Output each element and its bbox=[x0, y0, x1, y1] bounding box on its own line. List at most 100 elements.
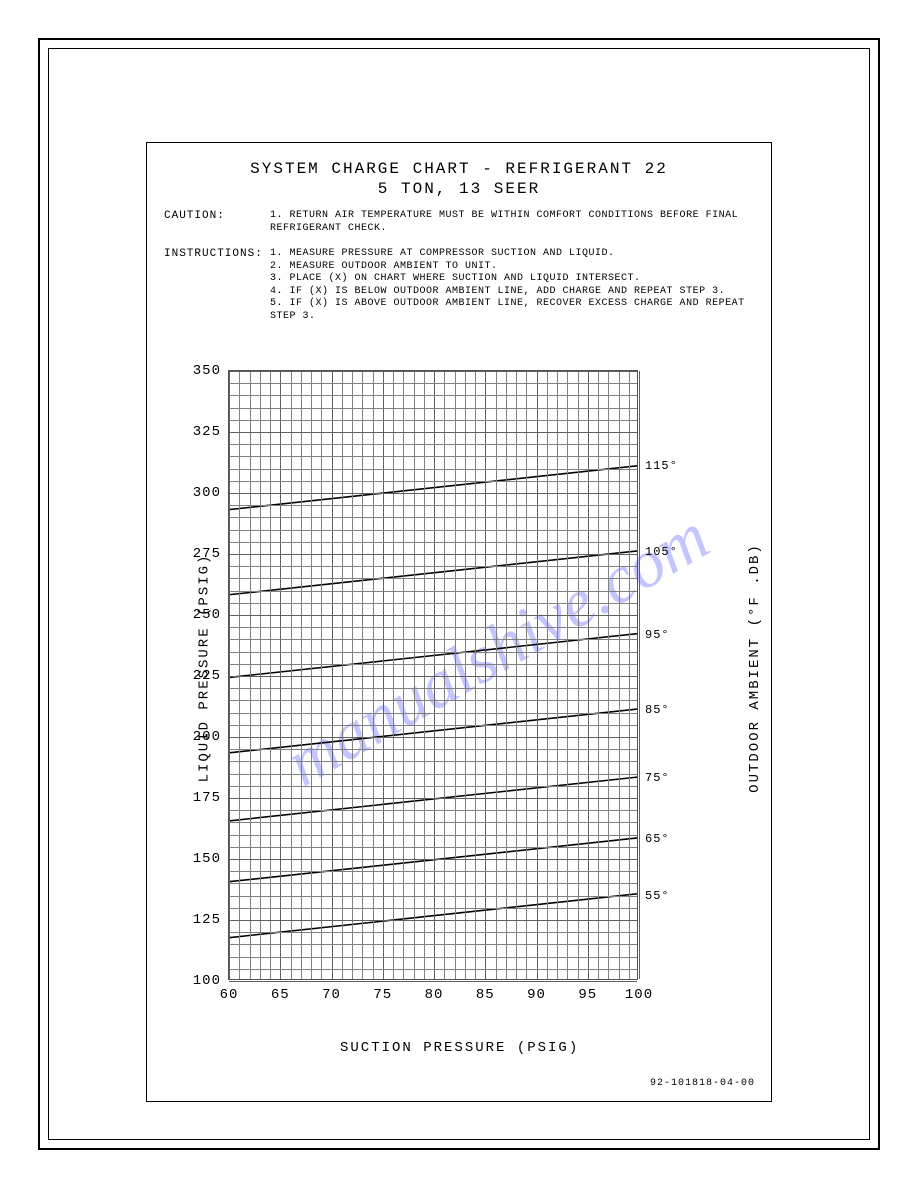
grid-hline-major bbox=[229, 859, 637, 860]
grid-hline-minor bbox=[229, 713, 637, 714]
grid-hline-minor bbox=[229, 810, 637, 811]
y-tick-label: 175 bbox=[193, 790, 221, 806]
instruction-line: 3. PLACE (X) ON CHART WHERE SUCTION AND … bbox=[270, 273, 760, 286]
chart-title-line1: SYSTEM CHARGE CHART - REFRIGERANT 22 bbox=[146, 160, 772, 178]
grid-hline-minor bbox=[229, 883, 637, 884]
grid-vline-minor bbox=[578, 371, 579, 979]
grid-hline-major bbox=[229, 432, 637, 433]
grid-hline-major bbox=[229, 920, 637, 921]
grid-vline-minor bbox=[362, 371, 363, 979]
grid-vline-major bbox=[280, 371, 281, 979]
grid-vline-minor bbox=[260, 371, 261, 979]
series-label: 75° bbox=[645, 771, 670, 785]
grid-hline-minor bbox=[229, 908, 637, 909]
x-tick-label: 80 bbox=[425, 987, 444, 1003]
grid-hline-minor bbox=[229, 822, 637, 823]
y-tick-label: 325 bbox=[193, 424, 221, 440]
grid-vline-minor bbox=[301, 371, 302, 979]
caution-line: 1. RETURN AIR TEMPERATURE MUST BE WITHIN… bbox=[270, 210, 740, 235]
grid-hline-minor bbox=[229, 395, 637, 396]
instruction-line: 5. IF (X) IS ABOVE OUTDOOR AMBIENT LINE,… bbox=[270, 298, 760, 323]
grid-hline-minor bbox=[229, 566, 637, 567]
instruction-line: 1. MEASURE PRESSURE AT COMPRESSOR SUCTIO… bbox=[270, 248, 760, 261]
series-label: 85° bbox=[645, 703, 670, 717]
instructions-heading: INSTRUCTIONS: bbox=[164, 248, 263, 260]
right-axis-label: OUTDOOR AMBIENT (°F .DB) bbox=[747, 543, 763, 793]
grid-hline-major bbox=[229, 615, 637, 616]
x-tick-label: 75 bbox=[373, 987, 392, 1003]
grid-hline-minor bbox=[229, 664, 637, 665]
grid-vline-minor bbox=[496, 371, 497, 979]
grid-hline-minor bbox=[229, 944, 637, 945]
series-label: 95° bbox=[645, 628, 670, 642]
document-number: 92-101818-04-00 bbox=[650, 1078, 755, 1089]
grid-vline-minor bbox=[250, 371, 251, 979]
grid-vline-minor bbox=[352, 371, 353, 979]
instruction-line: 4. IF (X) IS BELOW OUTDOOR AMBIENT LINE,… bbox=[270, 286, 760, 299]
grid-hline-minor bbox=[229, 700, 637, 701]
grid-hline-minor bbox=[229, 761, 637, 762]
grid-hline-minor bbox=[229, 603, 637, 604]
grid-hline-major bbox=[229, 554, 637, 555]
grid-hline-minor bbox=[229, 383, 637, 384]
grid-hline-minor bbox=[229, 517, 637, 518]
grid-hline-minor bbox=[229, 456, 637, 457]
y-tick-label: 350 bbox=[193, 363, 221, 379]
grid-hline-minor bbox=[229, 969, 637, 970]
grid-vline-minor bbox=[475, 371, 476, 979]
grid-hline-minor bbox=[229, 847, 637, 848]
grid-hline-minor bbox=[229, 932, 637, 933]
grid-hline-minor bbox=[229, 725, 637, 726]
grid-hline-major bbox=[229, 493, 637, 494]
caution-text: 1. RETURN AIR TEMPERATURE MUST BE WITHIN… bbox=[270, 210, 740, 235]
grid-hline-minor bbox=[229, 481, 637, 482]
grid-vline-minor bbox=[373, 371, 374, 979]
grid-vline-minor bbox=[239, 371, 240, 979]
grid-vline-minor bbox=[465, 371, 466, 979]
grid-vline-minor bbox=[567, 371, 568, 979]
grid-hline-major bbox=[229, 676, 637, 677]
grid-hline-minor bbox=[229, 578, 637, 579]
grid-hline-minor bbox=[229, 749, 637, 750]
grid-vline-minor bbox=[629, 371, 630, 979]
grid-vline-minor bbox=[414, 371, 415, 979]
x-tick-label: 90 bbox=[527, 987, 546, 1003]
grid-hline-minor bbox=[229, 786, 637, 787]
grid-vline-minor bbox=[455, 371, 456, 979]
grid-vline-major bbox=[537, 371, 538, 979]
x-tick-label: 70 bbox=[322, 987, 341, 1003]
grid-hline-minor bbox=[229, 652, 637, 653]
grid-hline-major bbox=[229, 798, 637, 799]
x-tick-label: 65 bbox=[271, 987, 290, 1003]
grid-vline-minor bbox=[291, 371, 292, 979]
grid-hline-minor bbox=[229, 542, 637, 543]
chart-plot-area: 1001251501752002252502753003253506065707… bbox=[228, 370, 638, 980]
grid-vline-minor bbox=[516, 371, 517, 979]
x-axis-label: SUCTION PRESSURE (PSIG) bbox=[340, 1040, 579, 1056]
grid-vline-major bbox=[229, 371, 230, 979]
grid-vline-minor bbox=[547, 371, 548, 979]
grid-hline-minor bbox=[229, 420, 637, 421]
y-tick-label: 300 bbox=[193, 485, 221, 501]
x-tick-label: 100 bbox=[625, 987, 653, 1003]
x-tick-label: 60 bbox=[220, 987, 239, 1003]
grid-vline-minor bbox=[321, 371, 322, 979]
grid-vline-minor bbox=[598, 371, 599, 979]
grid-vline-minor bbox=[444, 371, 445, 979]
grid-hline-major bbox=[229, 981, 637, 982]
x-tick-label: 85 bbox=[476, 987, 495, 1003]
y-axis-label: LIQUID PRESSURE (PSIG) bbox=[196, 554, 212, 783]
y-tick-label: 100 bbox=[193, 973, 221, 989]
grid-vline-minor bbox=[619, 371, 620, 979]
grid-hline-minor bbox=[229, 896, 637, 897]
caution-heading: CAUTION: bbox=[164, 210, 225, 222]
grid-hline-minor bbox=[229, 469, 637, 470]
grid-vline-minor bbox=[424, 371, 425, 979]
grid-hline-major bbox=[229, 737, 637, 738]
series-label: 65° bbox=[645, 832, 670, 846]
grid-hline-minor bbox=[229, 444, 637, 445]
grid-vline-major bbox=[332, 371, 333, 979]
chart-title-line2: 5 TON, 13 SEER bbox=[146, 180, 772, 198]
y-tick-label: 125 bbox=[193, 912, 221, 928]
series-label: 115° bbox=[645, 459, 678, 473]
